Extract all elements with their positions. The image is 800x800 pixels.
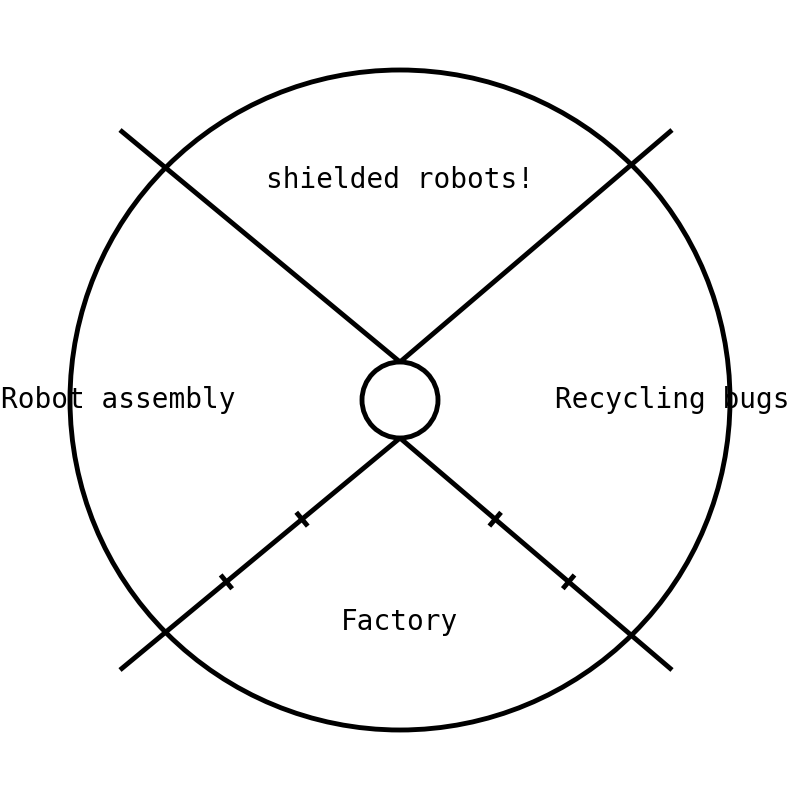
Text: Factory: Factory bbox=[342, 608, 458, 636]
Text: Recycling bugs: Recycling bugs bbox=[554, 386, 790, 414]
Text: shielded robots!: shielded robots! bbox=[266, 166, 534, 194]
Text: Robot assembly: Robot assembly bbox=[1, 386, 235, 414]
